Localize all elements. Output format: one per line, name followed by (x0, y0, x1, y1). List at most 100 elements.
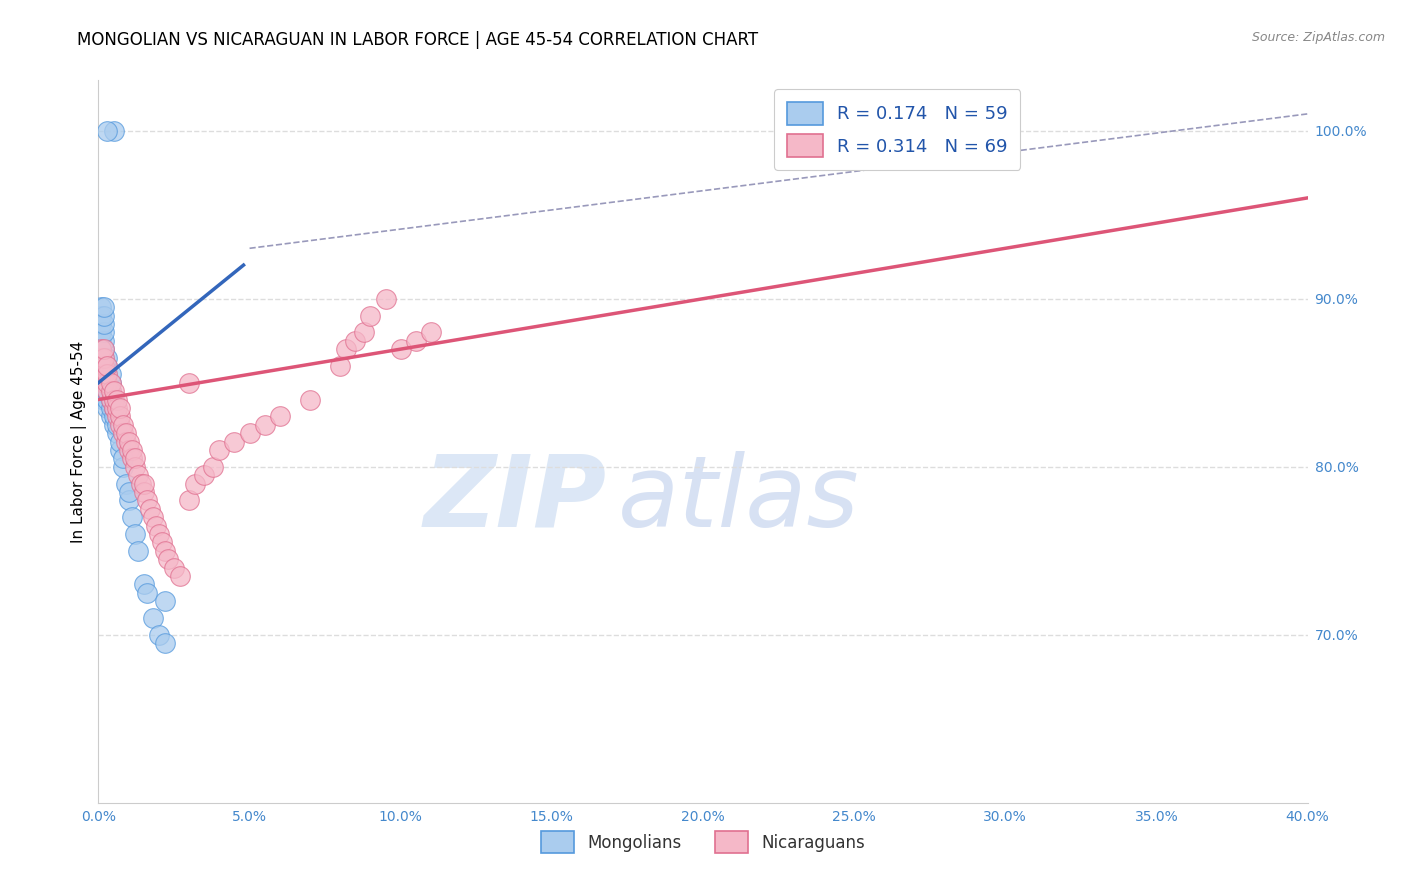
Point (239, 426, 262, 441)
Point (93, 368, 115, 382)
Y-axis label: In Labor Force | Age 45-54: In Labor Force | Age 45-54 (72, 341, 87, 542)
Point (105, 401, 128, 415)
Point (93, 334, 115, 348)
Point (374, 292, 396, 306)
Point (100, 384, 122, 398)
Point (103, 401, 125, 415)
Point (208, 442, 231, 457)
Point (121, 510, 143, 524)
Point (93, 392, 115, 407)
Point (420, 326, 443, 340)
Point (96, 384, 118, 398)
Point (93, 368, 115, 382)
Point (184, 476, 207, 491)
Point (96, 401, 118, 415)
Point (103, 401, 125, 415)
Point (169, 569, 191, 583)
Point (90, 368, 112, 382)
Point (100, 401, 122, 415)
Point (118, 485, 141, 500)
Point (193, 468, 215, 483)
Point (93, 376, 115, 390)
Point (135, 493, 157, 508)
Text: ZIP: ZIP (423, 450, 606, 548)
Point (253, 417, 276, 432)
Point (121, 442, 143, 457)
Point (93, 359, 115, 373)
Point (179, 493, 201, 508)
Point (96, 124, 118, 138)
Text: atlas: atlas (619, 450, 860, 548)
Point (100, 376, 122, 390)
Point (150, 535, 173, 549)
Point (142, 611, 165, 625)
Point (105, 409, 128, 424)
Point (93, 384, 115, 398)
Point (118, 434, 141, 449)
Point (93, 317, 115, 331)
Point (90, 351, 112, 365)
Point (90, 376, 112, 390)
Point (103, 409, 125, 424)
Point (93, 342, 115, 356)
Point (299, 392, 322, 407)
Point (156, 552, 179, 566)
Point (93, 309, 115, 323)
Point (148, 628, 170, 642)
Point (405, 334, 427, 348)
Point (90, 309, 112, 323)
Text: Source: ZipAtlas.com: Source: ZipAtlas.com (1251, 31, 1385, 45)
Point (114, 434, 136, 449)
Point (111, 459, 134, 474)
Point (93, 342, 115, 356)
Point (118, 442, 141, 457)
Point (93, 359, 115, 373)
Point (335, 342, 357, 356)
Point (93, 300, 115, 314)
Legend: Mongolians, Nicaraguans: Mongolians, Nicaraguans (534, 825, 872, 860)
Point (90, 351, 112, 365)
Point (179, 376, 201, 390)
Point (108, 442, 131, 457)
Point (96, 392, 118, 407)
Point (90, 342, 112, 356)
Point (111, 417, 134, 432)
Point (224, 434, 246, 449)
Point (90, 334, 112, 348)
Point (389, 342, 412, 356)
Point (105, 417, 128, 432)
Point (153, 636, 176, 650)
Point (114, 476, 136, 491)
Point (93, 326, 115, 340)
Point (132, 485, 155, 500)
Point (202, 459, 225, 474)
Point (145, 518, 167, 533)
Point (96, 359, 118, 373)
Point (353, 326, 375, 340)
Point (90, 342, 112, 356)
Point (90, 300, 112, 314)
Point (135, 586, 157, 600)
Point (124, 459, 146, 474)
Point (329, 359, 352, 373)
Point (344, 334, 367, 348)
Point (90, 368, 112, 382)
Point (96, 368, 118, 382)
Point (100, 392, 122, 407)
Point (96, 359, 118, 373)
Point (100, 384, 122, 398)
Point (360, 309, 382, 323)
Point (90, 359, 112, 373)
Point (111, 451, 134, 466)
Point (93, 351, 115, 365)
Point (111, 426, 134, 441)
Point (90, 359, 112, 373)
Point (108, 434, 131, 449)
Point (129, 476, 152, 491)
Point (121, 451, 143, 466)
Point (108, 401, 131, 415)
Point (105, 426, 128, 441)
Point (108, 417, 131, 432)
Point (96, 376, 118, 390)
Point (103, 417, 125, 432)
